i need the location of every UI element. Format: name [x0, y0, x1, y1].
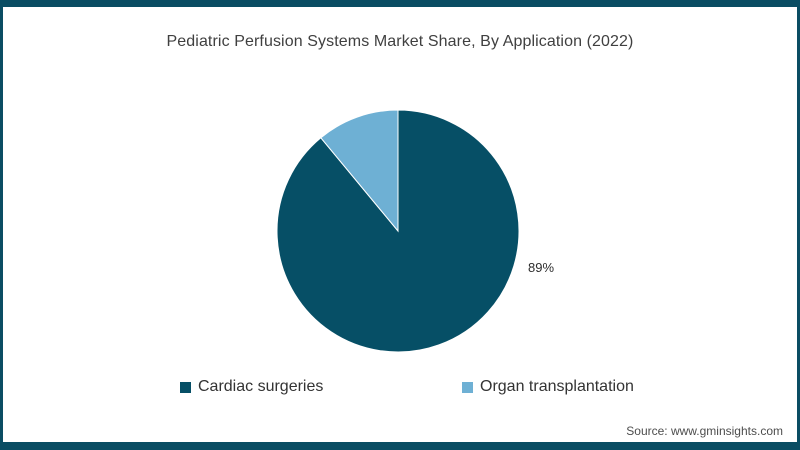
- legend-label-organ-transplantation: Organ transplantation: [480, 378, 634, 395]
- legend-item-organ-transplantation[interactable]: Organ transplantation: [462, 378, 634, 396]
- chart-legend: Cardiac surgeries Organ transplantation: [3, 378, 797, 402]
- legend-item-cardiac-surgeries[interactable]: Cardiac surgeries: [180, 378, 323, 396]
- source-note: Source: www.gminsights.com: [626, 424, 783, 438]
- legend-swatch-cardiac-surgeries: [180, 381, 191, 393]
- pie-slice-organ-transplantation[interactable]: [320, 109, 399, 233]
- pie-chart: [276, 109, 520, 353]
- chart-title: Pediatric Perfusion Systems Market Share…: [166, 33, 634, 50]
- legend-label-cardiac-surgeries: Cardiac surgeries: [198, 378, 324, 395]
- legend-swatch-organ-transplantation: [462, 381, 473, 393]
- pie-data-label-cardiac-surgeries: 89%: [528, 260, 555, 275]
